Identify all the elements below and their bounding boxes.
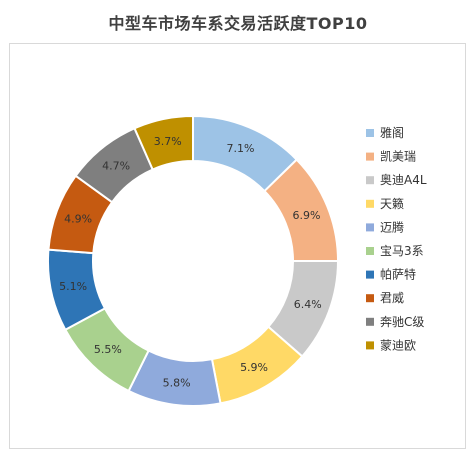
legend-swatch — [366, 223, 374, 232]
slice-value-label: 4.7% — [102, 160, 130, 173]
slice-value-label: 7.1% — [227, 142, 255, 155]
slice-value-label: 5.9% — [240, 361, 268, 374]
legend-swatch — [366, 270, 374, 279]
legend-swatch — [366, 247, 374, 255]
chart-title: 中型车市场车系交易活跃度TOP10 — [108, 14, 368, 33]
slice-value-label: 6.4% — [294, 298, 322, 311]
legend-label: 帕萨特 — [380, 267, 416, 282]
legend-label: 雅阁 — [380, 125, 404, 140]
slice-value-label: 3.7% — [154, 135, 182, 148]
legend-label: 蒙迪欧 — [380, 338, 416, 352]
legend-swatch — [366, 341, 374, 350]
slice-value-label: 4.9% — [64, 213, 92, 226]
slice-value-label: 6.9% — [292, 209, 320, 222]
legend-label: 奥迪A4L — [380, 173, 427, 187]
slice-value-label: 5.1% — [59, 280, 87, 293]
legend-swatch — [366, 199, 374, 208]
legend-label: 天籁 — [380, 196, 404, 211]
donut-slices — [47, 114, 340, 407]
legend-label: 君威 — [380, 291, 404, 305]
slice-value-label: 5.8% — [163, 376, 191, 389]
legend-label: 奔驰C级 — [380, 315, 424, 329]
chart-frame — [9, 43, 466, 449]
legend-swatch — [366, 129, 374, 137]
legend-swatch — [366, 294, 374, 303]
donut-slice-10 — [133, 114, 194, 171]
legend-swatch — [366, 317, 374, 326]
slice-labels: 7.1% 6.9% 6.4% 5.9% 5.8% 5.5% 5.1% 4.9% 4.7% 3.7% — [59, 135, 322, 389]
legend-swatch — [366, 176, 374, 185]
legend-swatch — [366, 152, 374, 161]
slice-value-label: 5.5% — [94, 343, 122, 356]
legend-label: 凯美瑞 — [380, 150, 416, 164]
legend-label: 迈腾 — [380, 219, 404, 234]
legend-label: 宝马3系 — [380, 244, 424, 258]
